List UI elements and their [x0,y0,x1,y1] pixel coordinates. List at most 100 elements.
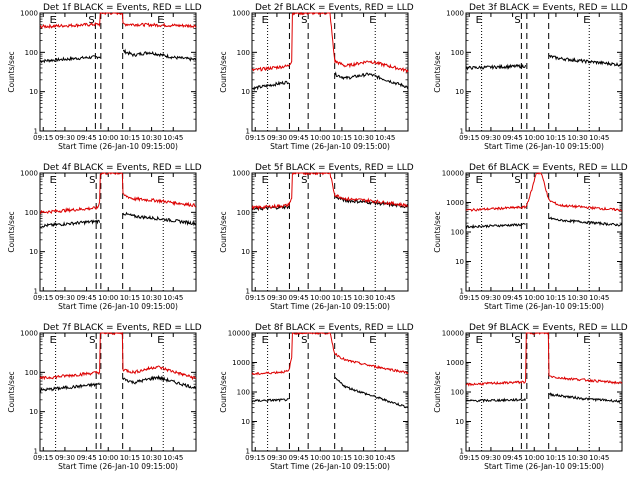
y-tick-label: 1000 [232,170,250,178]
event-marker-label: E [369,335,375,346]
y-tick-label: 1 [34,128,38,136]
panel-det-3: Det 3f BLACK = Events, RED = LLD 1 10 100 10… [433,3,628,151]
y-tick-label: 10000 [442,170,464,178]
series-trace-lld [251,11,409,74]
plot-frame [39,12,197,132]
event-marker-label: E [476,15,482,26]
x-axis-label: Start Time (26-Jan-10 09:15:00) [484,142,604,151]
x-axis-label: Start Time (26-Jan-10 09:15:00) [270,462,390,471]
y-axis-label: Counts/sec [219,51,228,92]
x-axis-label: Start Time (26-Jan-10 09:15:00) [58,142,178,151]
x-tick-label: 10:15 [120,294,140,302]
panel-title: Det 7f BLACK = Events, RED = LLD [43,323,202,333]
y-axis-label: Counts/sec [433,211,442,252]
y-tick-label: 1 [460,288,464,296]
plot-frame [251,332,409,452]
x-tick-label: 10:45 [163,294,183,302]
x-tick-label: 10:00 [310,454,330,462]
panel-title: Det 5f BLACK = Events, RED = LLD [255,163,414,173]
series-trace-events [39,211,197,228]
event-marker-label: S [301,335,307,346]
x-tick-label: 10:00 [524,454,544,462]
y-tick-label: 100 [451,49,464,57]
x-tick-label: 09:30 [481,134,501,142]
panel-det-1: Det 1f BLACK = Events, RED = LLD 1 10 100 10… [7,3,202,151]
y-tick-label: 100 [237,49,250,57]
event-marker-label: S [89,335,95,346]
x-tick-label: 09:45 [76,294,96,302]
x-axis-label: Start Time (26-Jan-10 09:15:00) [484,302,604,311]
x-tick-label: 10:30 [567,294,587,302]
event-marker-label: E [369,175,375,186]
plot-frame [39,332,197,452]
series-trace-events [39,374,197,393]
y-axis-label: Counts/sec [7,371,16,412]
y-tick-label: 100 [25,369,38,377]
x-tick-label: 10:15 [332,294,352,302]
panel-det-8: Det 8f BLACK = Events, RED = LLD 1 10 100 10… [219,323,414,471]
x-tick-label: 09:15 [33,294,53,302]
x-tick-label: 10:30 [141,454,161,462]
event-marker-label: E [157,15,163,26]
y-tick-label: 1 [246,448,250,456]
x-tick-label: 10:15 [120,134,140,142]
event-marker-label: S [301,175,307,186]
series-trace-events [465,392,623,404]
x-tick-label: 09:15 [245,294,265,302]
y-tick-label: 10 [241,88,250,96]
series-trace-events [465,54,623,71]
y-axis-label: Counts/sec [433,371,442,412]
y-axis-label: Counts/sec [219,371,228,412]
x-tick-label: 10:00 [98,454,118,462]
y-tick-label: 10 [455,418,464,426]
x-tick-label: 09:45 [288,454,308,462]
series-trace-events [251,376,409,409]
x-tick-label: 10:30 [353,294,373,302]
y-tick-label: 100 [25,49,38,57]
y-axis-label: Counts/sec [7,51,16,92]
y-tick-label: 1 [246,288,250,296]
series-trace-lld [39,172,196,215]
x-tick-label: 09:15 [459,294,479,302]
plot-frame [465,12,623,132]
event-marker-label: S [514,15,520,26]
panel-title: Det 2f BLACK = Events, RED = LLD [255,3,414,13]
y-tick-label: 10 [241,248,250,256]
x-tick-label: 09:15 [459,134,479,142]
y-tick-label: 1 [34,448,38,456]
y-tick-label: 1000 [232,359,250,367]
event-marker-label: E [583,15,589,26]
y-tick-label: 1 [460,448,464,456]
y-tick-label: 1000 [446,359,464,367]
y-tick-label: 1 [460,128,464,136]
panel-det-4: Det 4f BLACK = Events, RED = LLD 1 10 100 10… [7,163,202,311]
x-tick-label: 10:00 [310,134,330,142]
y-tick-label: 1 [246,128,250,136]
y-tick-label: 10 [29,248,38,256]
event-marker-label: S [89,175,95,186]
panel-title: Det 3f BLACK = Events, RED = LLD [469,3,628,13]
y-tick-label: 10 [29,408,38,416]
x-tick-label: 09:30 [55,134,75,142]
event-marker-label: E [583,335,589,346]
panel-det-5: Det 5f BLACK = Events, RED = LLD 1 10 100 10… [219,163,414,311]
y-tick-label: 100 [451,389,464,397]
event-marker-label: E [583,175,589,186]
x-tick-label: 09:45 [76,134,96,142]
x-tick-label: 09:30 [55,294,75,302]
event-marker-label: S [514,175,520,186]
y-axis-label: Counts/sec [7,211,16,252]
x-tick-label: 09:30 [267,454,287,462]
x-tick-label: 10:45 [163,134,183,142]
y-tick-label: 1000 [232,10,250,18]
plot-frame [251,12,409,132]
x-tick-label: 09:45 [288,134,308,142]
x-axis-label: Start Time (26-Jan-10 09:15:00) [484,462,604,471]
x-axis-label: Start Time (26-Jan-10 09:15:00) [270,302,390,311]
panel-title: Det 1f BLACK = Events, RED = LLD [43,3,202,13]
x-tick-label: 09:15 [245,454,265,462]
x-tick-label: 10:45 [589,454,609,462]
y-tick-label: 10 [455,88,464,96]
x-tick-label: 10:00 [524,134,544,142]
